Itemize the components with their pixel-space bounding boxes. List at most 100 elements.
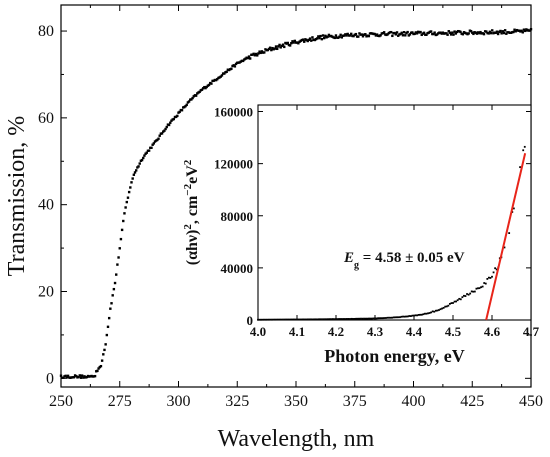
x-tick-label: 375 [343,393,367,410]
inset-data-point [461,296,463,298]
inset-data-point [440,308,442,310]
inset-data-point [315,318,317,320]
inset-data-point [371,318,373,320]
inset-data-point [354,318,356,320]
data-point [104,343,106,345]
inset-data-point [287,319,289,321]
x-tick-label: 300 [167,393,191,410]
inset-y-tick-label: 120000 [214,157,253,172]
data-point [263,51,265,53]
inset-data-point [449,303,451,305]
inset-data-point [472,291,474,293]
inset-data-point [273,319,275,321]
data-point [210,82,212,84]
inset-y-tick-label: 40000 [221,261,254,276]
data-point [150,147,152,149]
inset-x-tick-label: 4.5 [445,324,462,339]
inset-data-point [285,319,287,321]
inset-data-point [476,288,478,290]
inset-data-point [482,286,484,288]
data-point [287,42,289,44]
inset-data-point [290,319,292,321]
inset-data-point [348,318,350,320]
inset-y-tick-label: 160000 [214,105,253,120]
data-point [108,317,110,319]
data-point [157,137,159,139]
data-point [318,37,320,39]
inset-data-point [332,318,334,320]
x-tick-label: 400 [402,393,426,410]
inset-data-point [377,317,379,319]
data-point [119,247,121,249]
data-point [357,35,359,37]
inset-data-point [301,319,303,321]
y-tick-label: 40 [38,197,54,214]
inset-data-point [355,318,357,320]
data-point [430,30,432,32]
inset-x-tick-label: 4.6 [484,324,501,339]
y-tick-label: 0 [46,370,54,387]
inset-data-point [493,271,495,273]
inset-data-point [458,298,460,300]
data-point [96,370,98,372]
x-tick-label: 350 [284,393,308,410]
inset-data-point [446,306,448,308]
data-point [391,35,393,37]
data-point [303,41,305,43]
data-point [107,326,109,328]
data-point [522,31,524,33]
data-point [94,375,96,377]
data-point [110,302,112,304]
inset-data-point [330,318,332,320]
data-point [364,33,366,35]
data-point [112,294,114,296]
data-point [126,201,128,203]
data-point [419,31,421,33]
inset-data-point [271,319,273,321]
inset-data-point [309,318,311,320]
inset-y-tick-label: 0 [247,313,254,328]
data-point [452,33,454,35]
inset-data-point [432,310,434,312]
inset-data-point [454,301,456,303]
inset-data-point [305,319,307,321]
data-point [368,35,370,37]
data-point [446,34,448,36]
inset-data-point [405,316,407,318]
inset-data-point [380,317,382,319]
inset-data-point [281,319,283,321]
inset-data-point [379,317,381,319]
data-point [128,191,130,193]
data-point [225,71,227,73]
inset-data-point [524,146,526,148]
inset-data-point [393,317,395,319]
data-point [316,37,318,39]
data-point [100,365,102,367]
inset-data-point [402,316,404,318]
inset-data-point [418,314,420,316]
inset-data-point [369,318,371,320]
inset-data-point [382,317,384,319]
inset-data-point [457,299,459,301]
data-point [483,33,485,35]
inset-data-point [357,318,359,320]
inset-data-point [284,319,286,321]
inset-data-point [298,319,300,321]
data-point [168,124,170,126]
data-point [106,334,108,336]
data-point [122,220,124,222]
inset-data-point [396,316,398,318]
annotation-symbol: E [343,250,354,266]
inset-y-tick-label: 80000 [221,209,254,224]
data-point [310,39,312,41]
inset-y-title-sup: 2 [182,159,194,165]
inset-data-point [460,298,462,300]
data-point [319,35,321,37]
data-point [323,37,325,39]
inset-data-point [259,319,261,321]
inset-data-point [263,319,265,321]
inset-data-point [399,316,401,318]
inset-x-tick-label: 4.1 [289,324,305,339]
data-point [468,32,470,34]
